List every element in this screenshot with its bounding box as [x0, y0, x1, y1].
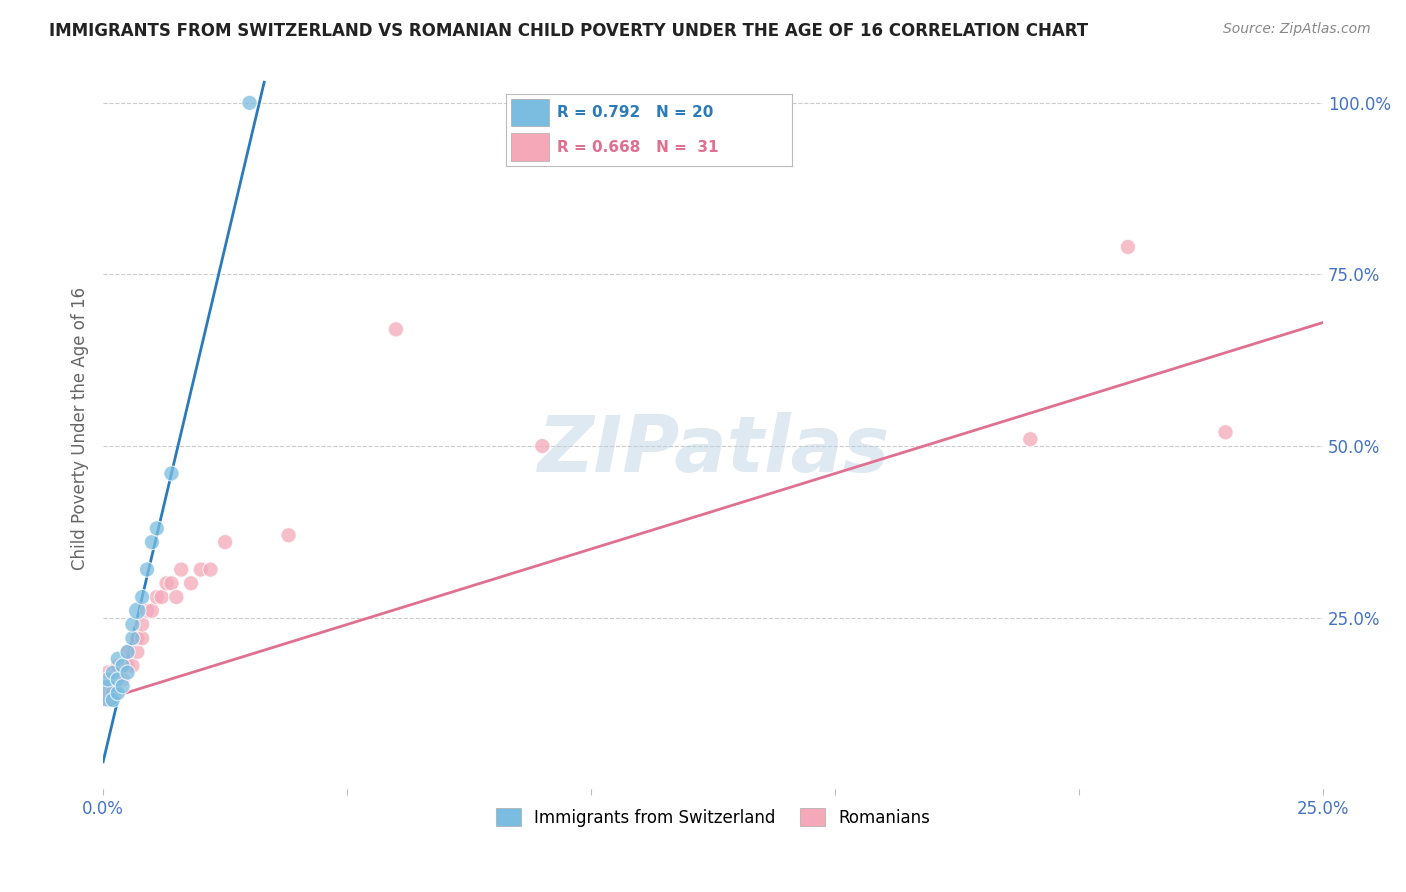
Point	[107, 652, 129, 666]
Point	[117, 658, 139, 673]
Point	[146, 590, 169, 604]
Point	[97, 673, 120, 687]
Point	[1116, 240, 1139, 254]
Y-axis label: Child Poverty Under the Age of 16: Child Poverty Under the Age of 16	[72, 287, 89, 570]
Text: IMMIGRANTS FROM SWITZERLAND VS ROMANIAN CHILD POVERTY UNDER THE AGE OF 16 CORREL: IMMIGRANTS FROM SWITZERLAND VS ROMANIAN …	[49, 22, 1088, 40]
Point	[127, 645, 149, 659]
Point	[131, 631, 153, 645]
Point	[165, 590, 187, 604]
Point	[111, 679, 134, 693]
Point	[214, 535, 236, 549]
Point	[101, 686, 124, 700]
Point	[190, 563, 212, 577]
Point	[117, 665, 139, 680]
Point	[200, 563, 222, 577]
Point	[141, 535, 163, 549]
Point	[531, 439, 554, 453]
Point	[385, 322, 408, 336]
Point	[277, 528, 299, 542]
Point	[97, 665, 120, 680]
Point	[180, 576, 202, 591]
Point	[107, 673, 129, 687]
Point	[121, 631, 143, 645]
Point	[127, 631, 149, 645]
Point	[101, 665, 124, 680]
Legend: Immigrants from Switzerland, Romanians: Immigrants from Switzerland, Romanians	[488, 800, 939, 835]
Point	[136, 604, 159, 618]
Point	[131, 617, 153, 632]
Point	[155, 576, 177, 591]
Point	[136, 563, 159, 577]
Point	[97, 686, 120, 700]
Point	[1019, 432, 1042, 446]
Text: ZIPatlas: ZIPatlas	[537, 412, 889, 489]
Point	[121, 658, 143, 673]
Point	[131, 590, 153, 604]
Point	[238, 95, 260, 110]
Point	[107, 658, 129, 673]
Point	[111, 658, 134, 673]
Point	[150, 590, 173, 604]
Point	[117, 645, 139, 659]
Point	[97, 686, 120, 700]
Point	[160, 576, 183, 591]
Point	[146, 521, 169, 535]
Point	[107, 673, 129, 687]
Point	[117, 645, 139, 659]
Text: Source: ZipAtlas.com: Source: ZipAtlas.com	[1223, 22, 1371, 37]
Point	[101, 693, 124, 707]
Point	[141, 604, 163, 618]
Point	[170, 563, 193, 577]
Point	[107, 686, 129, 700]
Point	[111, 673, 134, 687]
Point	[121, 617, 143, 632]
Point	[127, 604, 149, 618]
Point	[160, 467, 183, 481]
Point	[1215, 425, 1237, 440]
